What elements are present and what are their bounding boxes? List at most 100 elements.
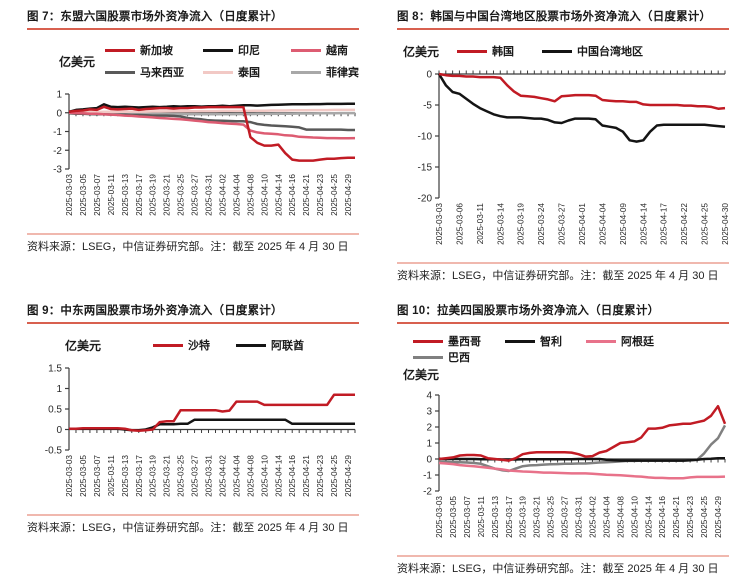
svg-text:2025-03-27: 2025-03-27 xyxy=(191,174,200,216)
svg-text:2: 2 xyxy=(426,423,432,434)
svg-text:2025-04-02: 2025-04-02 xyxy=(588,496,597,538)
svg-text:2025-03-21: 2025-03-21 xyxy=(163,174,172,216)
svg-text:-10: -10 xyxy=(418,132,433,143)
svg-text:0: 0 xyxy=(426,455,432,466)
legend-swatch xyxy=(457,49,488,53)
svg-text:2025-03-25: 2025-03-25 xyxy=(547,496,556,538)
legend-swatch xyxy=(105,70,136,74)
svg-text:2025-03-19: 2025-03-19 xyxy=(149,174,158,216)
svg-text:2025-04-10: 2025-04-10 xyxy=(260,174,269,216)
legend-label: 新加坡 xyxy=(140,45,174,57)
svg-text:2025-04-21: 2025-04-21 xyxy=(672,496,681,538)
legend-swatch xyxy=(291,48,322,52)
title-underline xyxy=(397,322,729,324)
svg-text:2025-04-23: 2025-04-23 xyxy=(316,455,325,497)
svg-text:2025-03-07: 2025-03-07 xyxy=(463,496,472,538)
svg-text:2025-03-17: 2025-03-17 xyxy=(135,455,144,497)
svg-text:2025-04-29: 2025-04-29 xyxy=(714,496,723,538)
svg-text:2025-03-05: 2025-03-05 xyxy=(79,455,88,497)
title-underline xyxy=(27,322,359,324)
y-axis-unit-label: 亿美元 xyxy=(65,338,102,353)
legend-item: 阿联酋 xyxy=(236,337,304,353)
source-note: 资料来源：LSEG，中信证券研究部。注：截至 2025 年 4 月 30 日 xyxy=(397,563,719,575)
svg-text:2025-04-23: 2025-04-23 xyxy=(316,174,325,216)
svg-text:2025-03-31: 2025-03-31 xyxy=(205,174,214,216)
svg-text:3: 3 xyxy=(426,407,432,418)
svg-text:2025-04-10: 2025-04-10 xyxy=(630,496,639,538)
legend-label: 越南 xyxy=(326,45,349,57)
legend-item: 泰国 xyxy=(203,64,291,80)
y-axis-unit-label: 亿美元 xyxy=(403,44,440,59)
legend-label: 阿根廷 xyxy=(621,336,654,348)
svg-text:0: 0 xyxy=(426,70,432,81)
legend-label: 印尼 xyxy=(238,45,261,57)
svg-text:2025-03-07: 2025-03-07 xyxy=(93,455,102,497)
svg-text:2025-04-30: 2025-04-30 xyxy=(721,203,729,245)
svg-text:2025-04-23: 2025-04-23 xyxy=(686,496,695,538)
svg-text:2025-04-02: 2025-04-02 xyxy=(218,174,227,216)
svg-text:2025-03-24: 2025-03-24 xyxy=(537,203,546,245)
svg-text:2025-03-25: 2025-03-25 xyxy=(177,455,186,497)
svg-text:-0.5: -0.5 xyxy=(45,446,63,457)
line-chart-fig9: 1.5 1 0.5 0 -0.5 2025-03-03 2025-03-05 2025-03-… xyxy=(27,359,359,506)
svg-text:2025-04-21: 2025-04-21 xyxy=(302,174,311,216)
panel-fig8: 图 8：韩国与中国台湾地区股票市场外资净流入（日度累计） 亿美元 韩国 中国台湾地… xyxy=(397,6,729,284)
svg-text:2025-03-13: 2025-03-13 xyxy=(491,496,500,538)
svg-text:0.5: 0.5 xyxy=(48,405,62,416)
svg-text:2025-03-03: 2025-03-03 xyxy=(435,496,444,538)
legend-label: 泰国 xyxy=(238,67,261,79)
chart-header: 亿美元 韩国 中国台湾地区 xyxy=(397,39,729,63)
svg-text:-20: -20 xyxy=(418,194,433,205)
chart-title-fig8: 图 8：韩国与中国台湾地区股票市场外资净流入（日度累计） xyxy=(397,11,712,23)
source-note: 资料来源：LSEG，中信证券研究部。注：截至 2025 年 4 月 30 日 xyxy=(27,522,349,534)
svg-text:2025-03-13: 2025-03-13 xyxy=(121,455,130,497)
legend-label: 韩国 xyxy=(492,46,515,58)
svg-text:2025-03-19: 2025-03-19 xyxy=(149,455,158,497)
svg-text:2025-04-25: 2025-04-25 xyxy=(700,496,709,538)
svg-text:2025-03-21: 2025-03-21 xyxy=(163,455,172,497)
svg-text:2025-04-22: 2025-04-22 xyxy=(680,203,689,245)
chart-title-fig9: 图 9：中东两国股票市场外资净流入（日度累计） xyxy=(27,305,283,317)
legend-label: 阿联酋 xyxy=(271,340,305,352)
chart-header: 亿美元 新加坡 印尼 越南 马来西亚 泰国 菲律宾 xyxy=(27,39,359,83)
legend-label: 巴西 xyxy=(448,352,470,364)
svg-text:2025-03-17: 2025-03-17 xyxy=(135,174,144,216)
svg-text:2025-04-14: 2025-04-14 xyxy=(644,496,653,538)
legend-label: 马来西亚 xyxy=(140,67,185,79)
svg-text:2025-03-03: 2025-03-03 xyxy=(435,203,444,245)
legend-item: 中国台湾地区 xyxy=(542,43,643,59)
svg-text:2025-03-11: 2025-03-11 xyxy=(476,203,485,245)
svg-text:2025-04-01: 2025-04-01 xyxy=(578,203,587,245)
panel-fig10: 图 10：拉美四国股票市场外资净流入（日度累计） 墨西哥 智利 阿根廷 巴西 亿美元 … xyxy=(397,300,729,577)
svg-text:2025-03-25: 2025-03-25 xyxy=(177,174,186,216)
svg-text:1: 1 xyxy=(56,384,62,395)
chart-legend: 墨西哥 智利 阿根廷巴西 xyxy=(397,333,729,365)
svg-text:4: 4 xyxy=(426,391,432,402)
source-note: 资料来源：LSEG，中信证券研究部。注：截至 2025 年 4 月 30 日 xyxy=(397,270,719,282)
line-chart-fig10: 4 3 2 1 0 -1 -2 2025-03-03 2025-03-05 2025-03-07 2… xyxy=(397,386,729,547)
title-underline xyxy=(27,28,359,30)
legend-item: 墨西哥 xyxy=(413,333,481,349)
legend-label: 沙特 xyxy=(188,340,211,352)
legend-label: 智利 xyxy=(540,336,562,348)
legend-item: 韩国 xyxy=(457,43,514,59)
svg-text:-15: -15 xyxy=(418,163,433,174)
legend-item: 智利 xyxy=(505,333,562,349)
chart-legend: 韩国 中国台湾地区 xyxy=(457,43,643,59)
legend-swatch xyxy=(505,339,535,343)
legend-item: 印尼 xyxy=(203,42,291,58)
legend-swatch xyxy=(542,49,573,53)
svg-text:-3: -3 xyxy=(53,165,62,176)
chart-title-fig7: 图 7：东盟六国股票市场外资净流入（日度累计） xyxy=(27,11,283,23)
legend-item: 菲律宾 xyxy=(291,64,359,80)
legend-item: 新加坡 xyxy=(105,42,203,58)
svg-text:-2: -2 xyxy=(53,146,62,157)
svg-text:2025-04-29: 2025-04-29 xyxy=(344,455,353,497)
svg-text:2025-03-13: 2025-03-13 xyxy=(121,174,130,216)
title-underline xyxy=(397,28,729,30)
legend-item: 巴西 xyxy=(413,349,470,365)
legend-swatch xyxy=(413,355,443,359)
svg-text:2025-04-14: 2025-04-14 xyxy=(274,174,283,216)
svg-text:2025-04-29: 2025-04-29 xyxy=(344,174,353,216)
